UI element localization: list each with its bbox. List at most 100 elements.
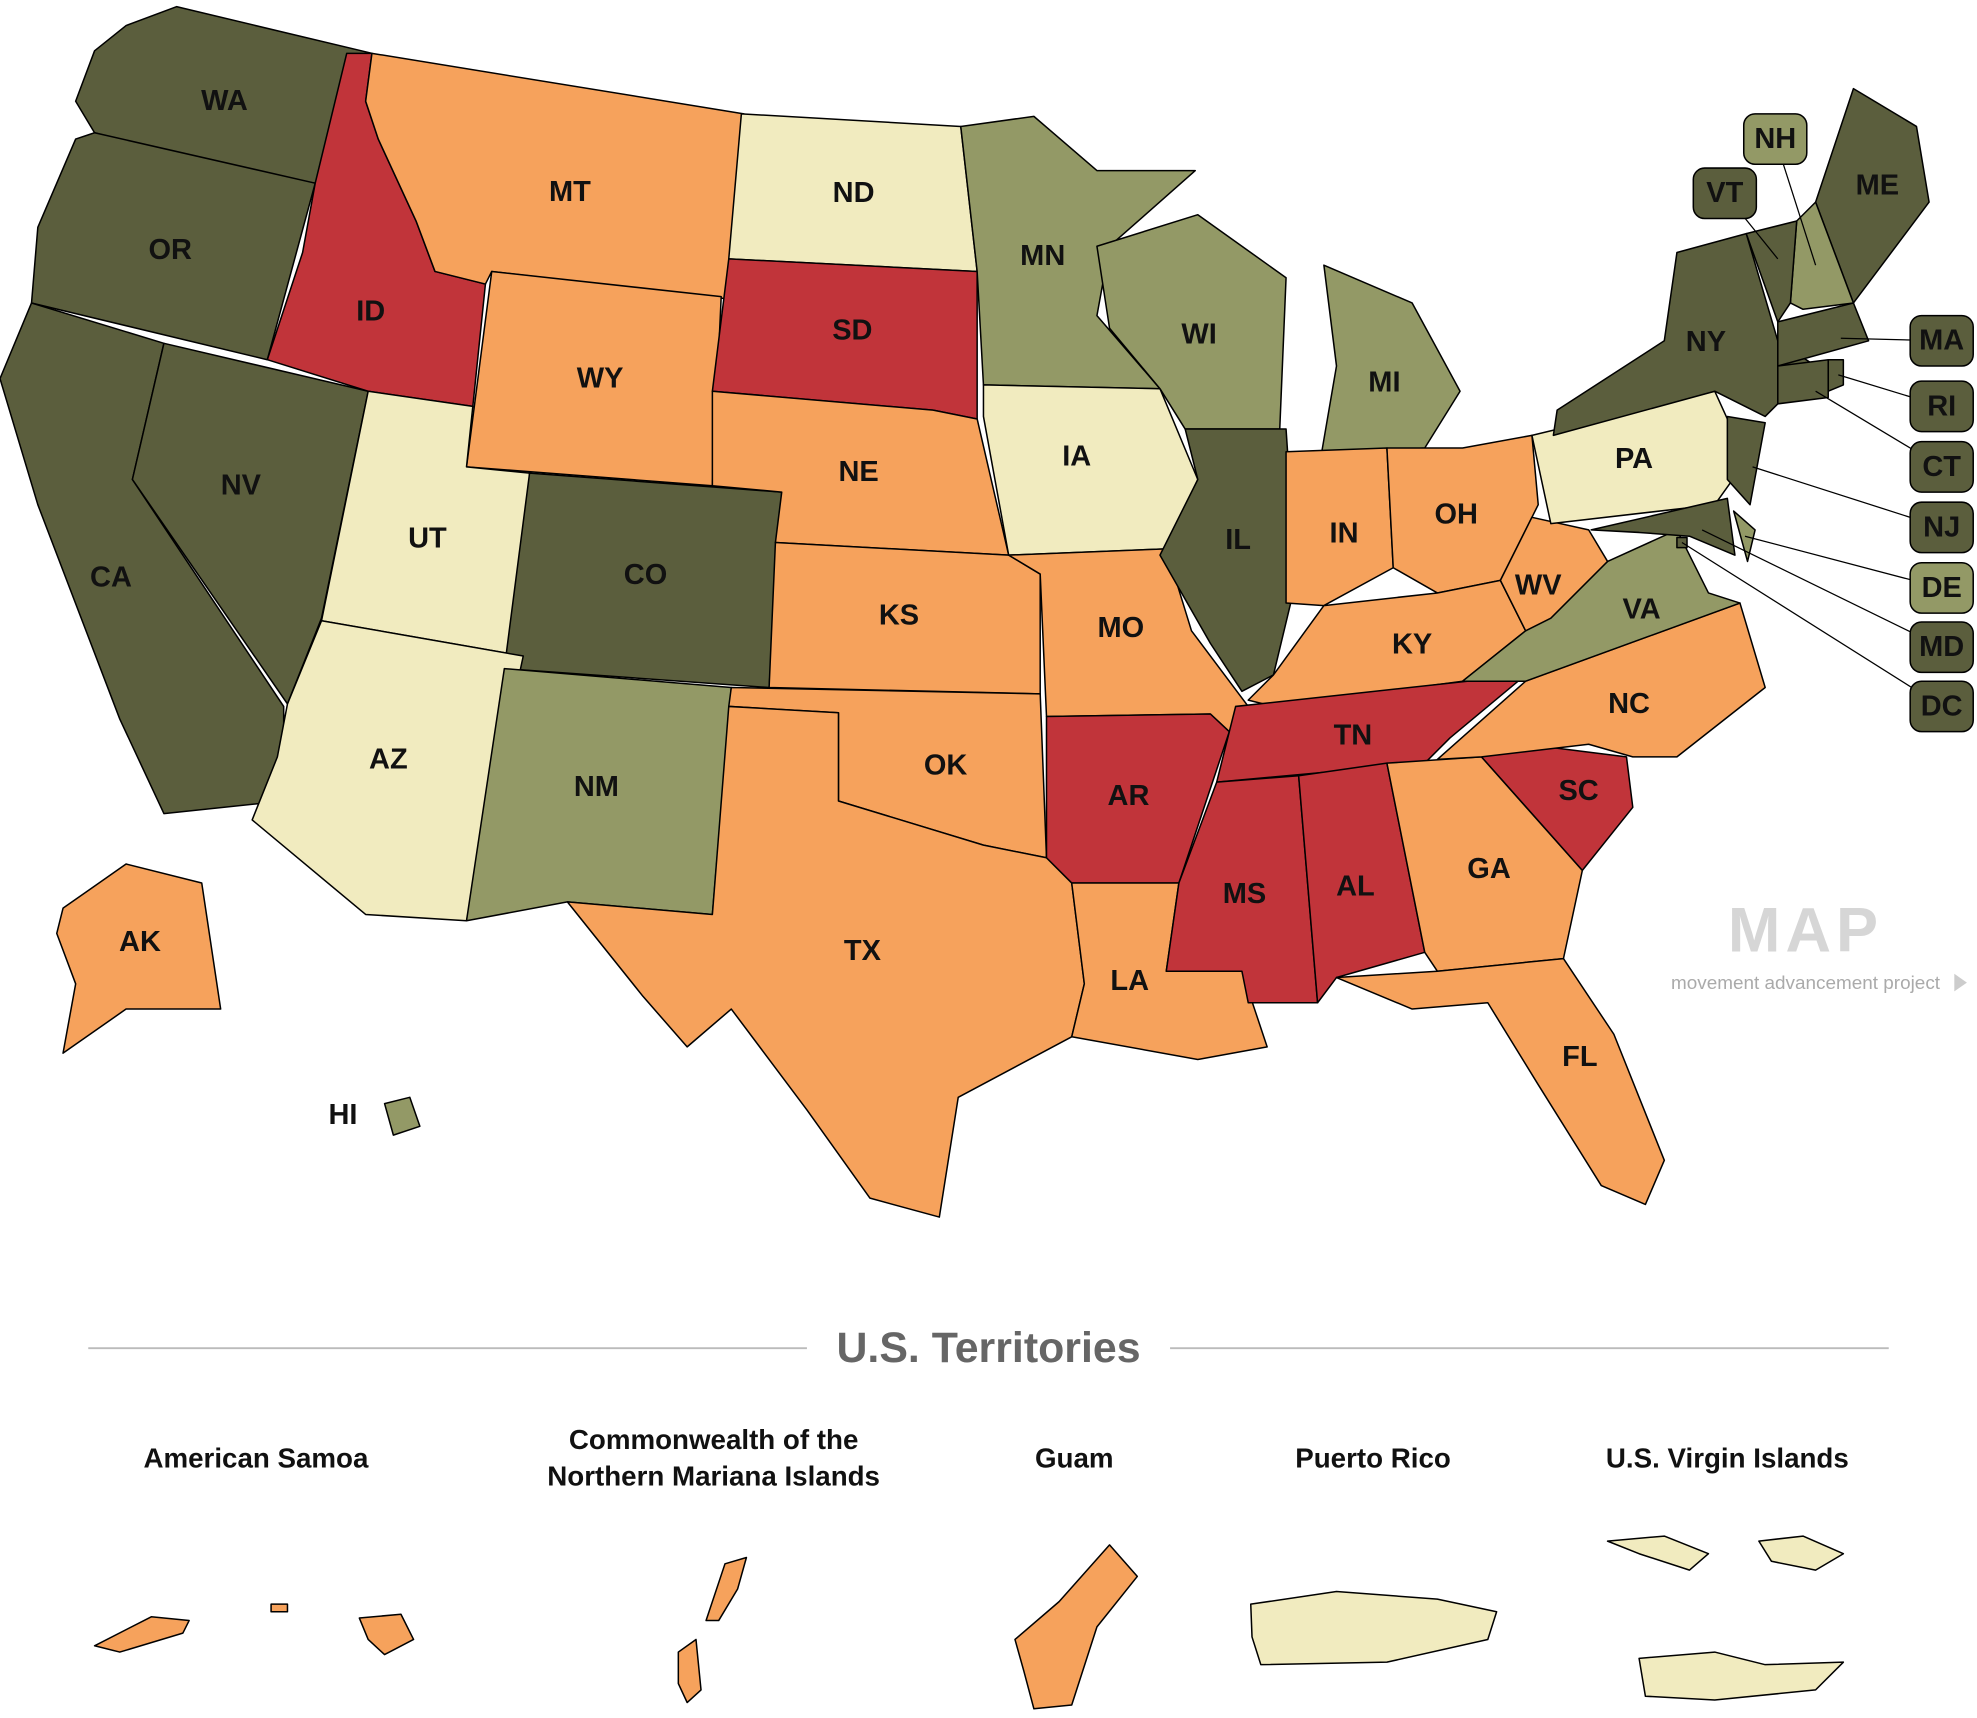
state-label: SD <box>832 315 872 347</box>
states <box>0 5 1930 1218</box>
state-label: VT <box>1706 177 1743 209</box>
state-label: DC <box>1921 690 1963 722</box>
state-shape <box>1777 302 1870 367</box>
callout-box <box>1692 167 1758 220</box>
state-label: DE <box>1922 572 1962 604</box>
logo-text: movement advancement project <box>1671 973 1941 994</box>
state-label: OH <box>1435 499 1478 531</box>
territory-shape <box>705 1556 748 1622</box>
territory-name: U.S. Virgin Islands <box>1606 1443 1849 1474</box>
state-shape <box>1335 957 1666 1206</box>
state-label: NE <box>839 456 879 488</box>
state-shape <box>566 705 1086 1218</box>
territory-shape <box>358 1613 415 1656</box>
state-label: MS <box>1223 878 1266 910</box>
state-label: ND <box>833 177 875 209</box>
state-label: IL <box>1225 524 1251 556</box>
state-label: MD <box>1919 631 1964 663</box>
state-shape <box>1320 264 1461 456</box>
state-shape <box>1745 220 1798 323</box>
state-label: ME <box>1856 170 1899 202</box>
state-label: OK <box>924 750 968 782</box>
state-label: IA <box>1062 441 1091 473</box>
state-shape <box>768 541 1041 695</box>
state-label: VA <box>1623 593 1661 625</box>
state-label: MT <box>549 176 591 208</box>
state-label: HI <box>328 1099 357 1131</box>
state-shape <box>1726 415 1766 506</box>
state-label: KS <box>879 600 919 632</box>
territory-shape <box>677 1638 702 1704</box>
state-shape <box>1777 358 1829 405</box>
state-label: AR <box>1108 780 1150 812</box>
state-shape <box>1297 762 1426 1004</box>
logo-mark: MAP <box>1728 895 1883 965</box>
callout-box <box>1909 680 1974 733</box>
territory-shape <box>1606 1535 1710 1571</box>
callout-box <box>1742 113 1808 166</box>
logo-arrow <box>1954 973 1967 992</box>
callout-box <box>1909 314 1974 367</box>
leader-line <box>1701 529 1942 648</box>
state-label: AZ <box>369 743 408 775</box>
state-label: UT <box>408 523 447 555</box>
callout-box <box>1909 440 1974 493</box>
territory-shape <box>1249 1590 1498 1666</box>
state-label: WI <box>1181 318 1216 350</box>
territory-name: American Samoa <box>143 1443 369 1474</box>
territory-name: Northern Mariana Islands <box>547 1460 880 1491</box>
territories-title: U.S. Territories <box>836 1324 1140 1372</box>
callout-box <box>1909 501 1974 554</box>
territory-shape <box>1638 1651 1845 1701</box>
territory-shape <box>270 1603 289 1613</box>
callout-box <box>1909 561 1974 614</box>
state-label: WV <box>1515 569 1562 601</box>
state-shape <box>1732 510 1756 563</box>
callout-box <box>1909 380 1974 433</box>
state-label: MN <box>1020 240 1065 272</box>
state-label: CO <box>624 559 667 591</box>
state-label: NJ <box>1923 511 1960 543</box>
state-label: WY <box>577 363 624 395</box>
state-label: CT <box>1922 451 1961 483</box>
callout-box <box>1909 621 1974 674</box>
state-label: GA <box>1467 853 1511 885</box>
state-label: RI <box>1927 390 1956 422</box>
territory-shape <box>1758 1535 1845 1571</box>
state-label: OR <box>148 234 192 266</box>
state-label: IN <box>1330 518 1359 550</box>
state-label: MO <box>1098 612 1145 644</box>
state-label: NM <box>574 771 619 803</box>
state-shape <box>55 863 222 1054</box>
state-label: NV <box>221 470 262 502</box>
state-label: LA <box>1110 965 1149 997</box>
territory-name: Puerto Rico <box>1295 1443 1451 1474</box>
state-label: MI <box>1368 366 1400 398</box>
state-label: KY <box>1392 629 1432 661</box>
state-label: AL <box>1336 871 1375 903</box>
state-label: TN <box>1334 719 1373 751</box>
territory-shape <box>93 1616 190 1653</box>
state-shape <box>1285 447 1394 607</box>
state-label: NY <box>1686 326 1726 358</box>
state-shape <box>383 1096 421 1136</box>
territory-shape <box>1014 1544 1139 1710</box>
territory-name: Guam <box>1035 1443 1114 1474</box>
state-label: ID <box>356 296 385 328</box>
state-label: NH <box>1754 123 1796 155</box>
state-label: NC <box>1608 688 1650 720</box>
state-label: AK <box>119 926 161 958</box>
territory-name: Commonwealth of the <box>569 1424 859 1455</box>
state-label: PA <box>1615 443 1653 475</box>
state-label: CA <box>90 562 132 594</box>
state-label: WA <box>201 85 248 117</box>
leader-line <box>1744 535 1942 589</box>
state-label: MA <box>1919 325 1964 357</box>
state-shape <box>1590 497 1736 556</box>
state-label: FL <box>1562 1041 1597 1073</box>
state-shape <box>1499 516 1609 632</box>
state-label: SC <box>1558 775 1598 807</box>
leader-line <box>1681 541 1943 707</box>
